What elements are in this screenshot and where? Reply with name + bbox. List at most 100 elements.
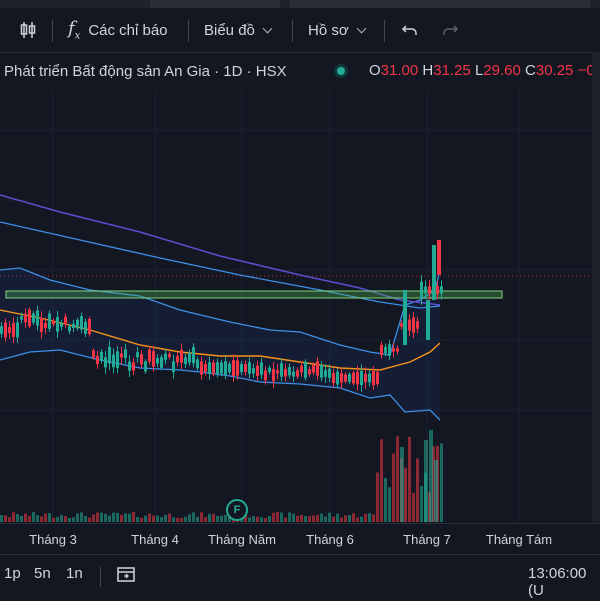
time-axis[interactable]: Tháng 3 Tháng 4 Tháng Năm Tháng 6 Tháng … (0, 523, 600, 554)
redo-icon[interactable] (440, 8, 460, 52)
candle-body (76, 319, 79, 329)
candle-body (280, 363, 283, 377)
volume-bar (104, 513, 107, 522)
indicators-button[interactable]: fx Các chỉ báo (68, 8, 168, 52)
chevron-down-icon (356, 23, 367, 33)
volume-bar (76, 513, 79, 522)
volume-bar (408, 436, 411, 522)
time-axis-label: Tháng 6 (306, 532, 354, 547)
candle-body (272, 368, 275, 382)
candle-body (60, 323, 63, 327)
volume-bar (320, 513, 323, 522)
volume-bar (352, 513, 355, 522)
candle-body (192, 347, 195, 364)
toolbar-divider (384, 20, 385, 42)
candle-body (304, 361, 307, 378)
candle-body (356, 371, 359, 385)
top-tab[interactable] (150, 0, 280, 8)
toolbar-divider (292, 20, 293, 42)
chart-type-button[interactable]: Biểu đồ (204, 8, 273, 52)
candle-body (152, 351, 155, 367)
close-key: C (525, 62, 536, 79)
volume-bar (168, 513, 171, 522)
volume-bar (276, 512, 279, 522)
volume-bar (344, 515, 347, 522)
bollinger-upper (0, 267, 441, 356)
calendar-range-icon[interactable] (116, 564, 136, 588)
low-value: 29.60 (483, 62, 521, 79)
bottom-toolbar: 1p 5n 1n 13:06:00 (U (0, 554, 600, 601)
volume-bar (180, 517, 183, 522)
volume-bar (284, 517, 287, 522)
candle-body (68, 326, 71, 332)
candle-body (328, 368, 331, 378)
volume-bar (88, 517, 91, 522)
profile-button[interactable]: Hồ sơ (308, 8, 367, 52)
volume-bar (28, 515, 31, 522)
volume-bar (360, 516, 363, 522)
candle-body (428, 286, 431, 294)
volume-bar (429, 430, 433, 522)
candle-body (140, 354, 143, 365)
volume-bar (220, 515, 223, 522)
candle-body (32, 313, 35, 323)
candle-body (172, 361, 175, 373)
candle-body (92, 350, 95, 358)
period-1p-button[interactable]: 1p (4, 565, 21, 582)
volume-bar (340, 517, 343, 522)
volume-bar (204, 517, 207, 522)
candle-body (412, 317, 415, 333)
candle-body (332, 373, 335, 383)
event-marker-badge[interactable]: F (226, 499, 248, 521)
volume-bar (252, 516, 255, 522)
top-tab[interactable] (290, 0, 590, 8)
price-chart-canvas[interactable] (0, 90, 592, 523)
volume-bar (312, 515, 315, 522)
candle-body (64, 316, 67, 325)
chart-toolbar: fx Các chỉ báo Biểu đồ Hồ sơ (0, 8, 600, 53)
volume-bar (116, 513, 119, 522)
volume-bar (296, 516, 299, 522)
volume-bar (56, 517, 59, 522)
volume-bar (216, 515, 219, 522)
volume-bar (208, 513, 211, 522)
candle-body (128, 361, 131, 371)
candle-body (156, 357, 159, 364)
volume-bar (20, 515, 23, 522)
candle-body (308, 369, 311, 375)
candle-body (112, 354, 115, 368)
period-1n-button[interactable]: 1n (66, 565, 83, 582)
volume-bar (308, 516, 311, 522)
candle-body (288, 367, 291, 376)
undo-icon[interactable] (400, 8, 420, 52)
candle-body (392, 348, 395, 352)
open-value: 31.00 (380, 62, 419, 79)
candle-body (372, 370, 375, 386)
volume-bar (434, 460, 438, 522)
volume-bar (228, 517, 231, 522)
clock-display[interactable]: 13:06:00 (U (528, 565, 587, 599)
toolbar-divider (188, 20, 189, 42)
candle-body (400, 323, 403, 327)
market-status-icon[interactable] (334, 64, 348, 78)
volume-bar (160, 517, 163, 522)
volume-bar (40, 516, 43, 522)
candle-body (244, 364, 247, 372)
volume-bar (336, 513, 339, 522)
candle-body (48, 313, 51, 329)
candles-icon[interactable] (18, 8, 38, 52)
candle-body (132, 362, 135, 371)
bollinger-fill (0, 268, 440, 420)
high-value: 31.25 (433, 62, 471, 79)
candle-body (120, 353, 123, 358)
candle-body (236, 360, 239, 376)
symbol-title[interactable]: Phát triển Bất động sản An Gia · 1D · HS… (4, 62, 287, 80)
period-5n-button[interactable]: 5n (34, 565, 51, 582)
volume-bar (52, 517, 55, 522)
price-scale-edge[interactable] (592, 52, 600, 522)
candle-body (360, 370, 363, 386)
volume-bar (44, 513, 47, 522)
candle-body (80, 316, 83, 330)
candle-body (268, 367, 271, 373)
candle-body (276, 370, 279, 374)
